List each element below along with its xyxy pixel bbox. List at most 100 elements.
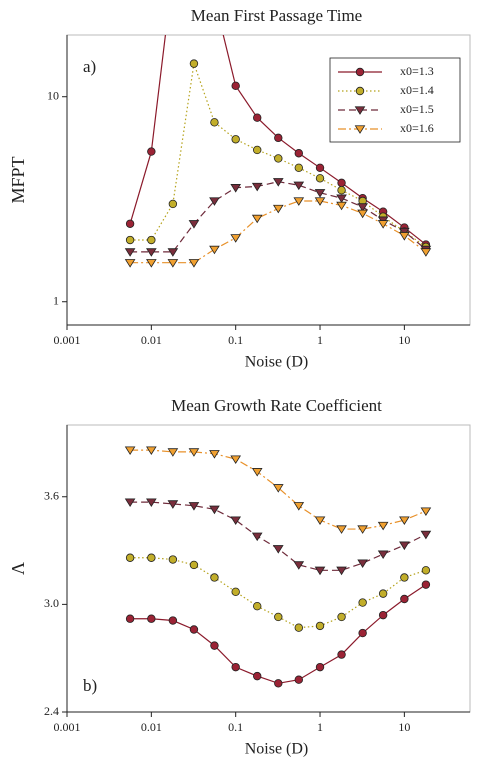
- marker: [146, 498, 157, 508]
- y-axis-label: MFPT: [8, 156, 28, 203]
- marker: [231, 587, 240, 597]
- marker: [315, 163, 325, 173]
- marker: [314, 566, 326, 576]
- marker: [274, 679, 283, 688]
- y-tick-label: 1: [53, 293, 59, 307]
- marker: [355, 67, 365, 77]
- y-axis-label: Λ: [8, 562, 28, 575]
- marker: [314, 189, 326, 198]
- marker: [167, 259, 179, 268]
- panel-label: b): [83, 676, 97, 695]
- marker: [357, 525, 368, 534]
- marker: [124, 446, 136, 456]
- y-tick-label: 2.4: [44, 704, 59, 718]
- marker: [354, 106, 366, 115]
- marker: [189, 625, 199, 634]
- marker: [147, 553, 156, 562]
- marker: [314, 197, 326, 206]
- series-line: [130, 584, 427, 684]
- marker: [168, 555, 178, 564]
- marker: [377, 550, 389, 560]
- marker: [357, 559, 368, 569]
- marker: [294, 675, 303, 684]
- marker: [168, 616, 178, 625]
- marker: [315, 174, 325, 183]
- marker: [210, 641, 219, 650]
- x-tick-label: 0.1: [228, 333, 243, 347]
- marker: [378, 589, 388, 598]
- marker: [231, 81, 240, 91]
- marker: [167, 248, 179, 257]
- marker: [210, 118, 219, 127]
- y-tick-label: 3.0: [44, 596, 59, 610]
- marker: [209, 450, 220, 459]
- marker: [420, 530, 432, 540]
- chart-title: Mean Growth Rate Coefficient: [171, 396, 382, 415]
- marker: [146, 446, 157, 456]
- marker: [209, 197, 220, 206]
- y-tick-label: 3.6: [44, 489, 59, 503]
- marker: [251, 468, 263, 477]
- marker: [294, 163, 303, 173]
- series-line: [130, 557, 427, 629]
- marker: [253, 671, 262, 681]
- chart-title: Mean First Passage Time: [191, 6, 362, 25]
- marker: [146, 259, 157, 268]
- marker: [337, 612, 346, 622]
- marker: [337, 185, 346, 195]
- marker: [293, 561, 305, 570]
- marker: [253, 113, 262, 122]
- legend-label: x0=1.4: [400, 83, 434, 97]
- plot-area: [124, 446, 432, 688]
- marker: [253, 601, 262, 611]
- marker: [315, 621, 325, 631]
- x-axis-label: Noise (D): [245, 354, 309, 371]
- marker: [358, 598, 367, 607]
- marker: [231, 662, 240, 672]
- marker: [124, 498, 136, 508]
- marker: [399, 541, 410, 551]
- x-tick-label: 0.01: [141, 720, 162, 734]
- marker: [399, 516, 410, 525]
- marker: [188, 220, 200, 229]
- marker: [294, 149, 303, 158]
- marker: [125, 553, 135, 562]
- marker: [251, 532, 263, 542]
- x-tick-label: 1: [317, 333, 323, 347]
- marker: [125, 614, 135, 623]
- marker: [274, 133, 283, 143]
- marker: [147, 147, 156, 156]
- marker: [125, 219, 135, 228]
- marker: [124, 248, 136, 257]
- marker: [189, 560, 199, 570]
- marker: [272, 545, 284, 554]
- marker: [230, 184, 242, 193]
- marker: [251, 182, 263, 192]
- marker: [188, 502, 200, 511]
- marker: [293, 502, 305, 511]
- marker: [315, 662, 325, 672]
- marker: [251, 214, 263, 224]
- marker: [293, 181, 305, 191]
- marker: [314, 516, 326, 525]
- marker: [230, 234, 242, 243]
- marker: [294, 623, 303, 632]
- marker: [355, 86, 365, 96]
- marker: [211, 0, 219, 3]
- marker: [336, 194, 347, 204]
- marker: [337, 650, 346, 659]
- marker: [354, 125, 366, 134]
- plot-area: [124, 0, 432, 268]
- marker: [357, 203, 368, 212]
- legend-label: x0=1.6: [400, 121, 434, 135]
- x-tick-label: 10: [398, 333, 410, 347]
- marker: [167, 448, 179, 457]
- marker: [209, 505, 220, 515]
- marker: [146, 248, 157, 257]
- x-tick-label: 0.001: [54, 720, 81, 734]
- marker: [357, 209, 368, 219]
- marker: [230, 455, 242, 464]
- x-axis-label: Noise (D): [245, 741, 309, 758]
- marker: [378, 610, 388, 620]
